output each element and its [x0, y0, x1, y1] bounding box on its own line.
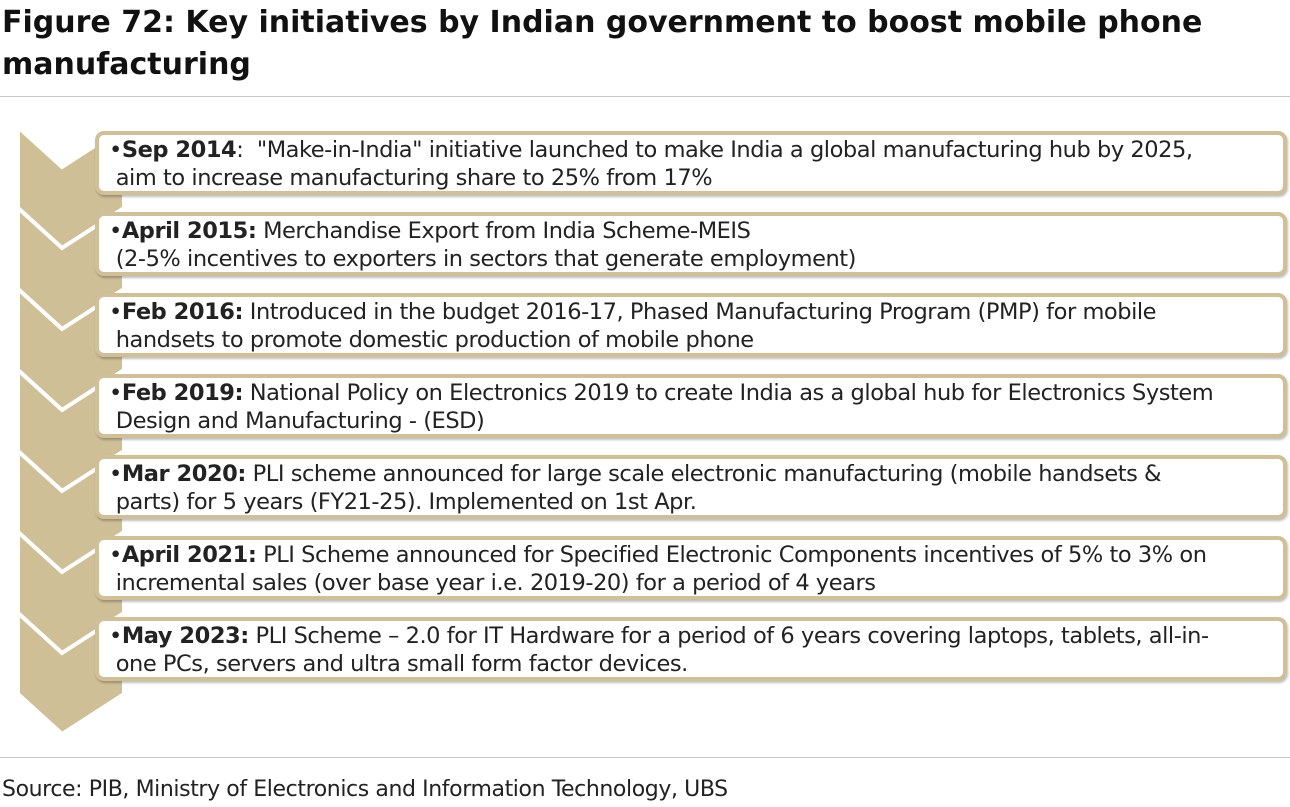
bullet-icon: •: [109, 380, 122, 406]
initiative-text: Introduced in the budget 2016-17, Phased…: [115, 299, 1157, 353]
source-divider: [0, 757, 1290, 758]
bullet-icon: •: [109, 623, 122, 649]
initiative-text: PLI scheme announced for large scale ele…: [115, 461, 1162, 515]
initiative-date: Mar 2020:: [121, 461, 247, 487]
title-divider: [0, 96, 1290, 97]
initiative-separator: [243, 299, 250, 325]
initiative-box: •Feb 2016: Introduced in the budget 2016…: [95, 293, 1287, 357]
initiative-separator: [246, 461, 253, 487]
initiative-separator: [243, 380, 250, 406]
initiative-text: Merchandise Export from India Scheme-MEI…: [115, 218, 857, 272]
initiative-text: National Policy on Electronics 2019 to c…: [115, 380, 1214, 434]
initiative-text: PLI Scheme announced for Specified Elect…: [115, 542, 1207, 596]
initiative-text: PLI Scheme – 2.0 for IT Hardware for a p…: [115, 623, 1209, 677]
initiative-date: Feb 2016:: [121, 299, 244, 325]
source-note: Source: PIB, Ministry of Electronics and…: [2, 777, 728, 802]
bullet-icon: •: [109, 218, 122, 244]
bullet-icon: •: [109, 299, 122, 325]
bullet-icon: •: [109, 461, 122, 487]
bullet-icon: •: [109, 137, 122, 163]
initiative-date: Sep 2014: [121, 137, 237, 163]
initiative-box: •Feb 2019: National Policy on Electronic…: [95, 374, 1287, 438]
initiative-date: Feb 2019:: [121, 380, 244, 406]
figure-title: Figure 72: Key initiatives by Indian gov…: [2, 5, 1203, 82]
initiative-box: •Sep 2014: "Make-in-India" initiative la…: [95, 131, 1287, 195]
initiative-box: •May 2023: PLI Scheme – 2.0 for IT Hardw…: [95, 617, 1287, 681]
initiative-text: "Make-in-India" initiative launched to m…: [115, 137, 1193, 191]
bullet-icon: •: [109, 542, 122, 568]
initiative-date: April 2015:: [121, 218, 257, 244]
initiative-date: May 2023:: [121, 623, 249, 649]
initiative-box: •Mar 2020: PLI scheme announced for larg…: [95, 455, 1287, 519]
initiative-box: •April 2015: Merchandise Export from Ind…: [95, 212, 1287, 276]
initiative-separator: :: [236, 137, 257, 163]
initiative-date: April 2021:: [121, 542, 257, 568]
initiative-box: •April 2021: PLI Scheme announced for Sp…: [95, 536, 1287, 600]
